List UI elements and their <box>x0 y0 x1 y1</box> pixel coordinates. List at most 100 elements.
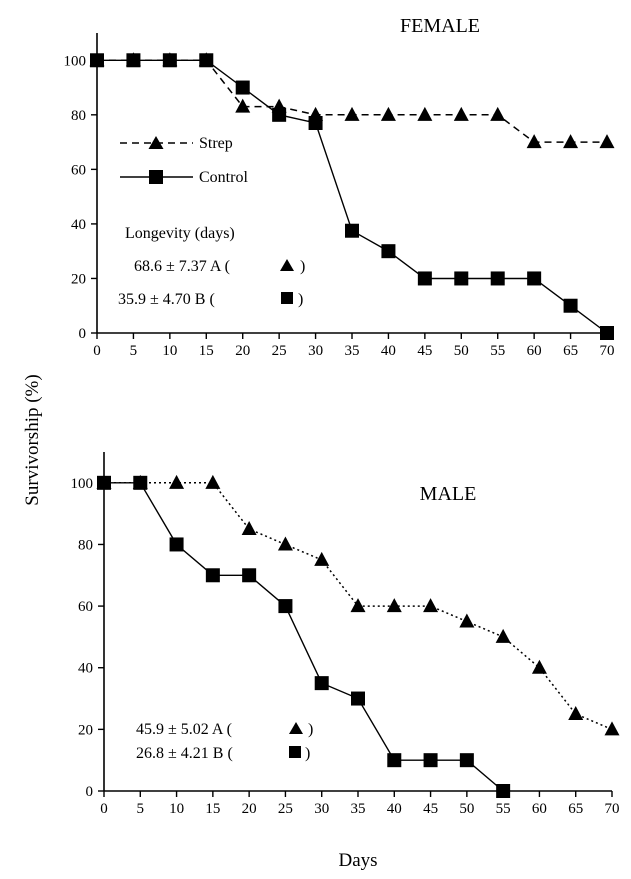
female-control-point <box>126 53 141 68</box>
female-x-tick-label: 70 <box>600 343 615 359</box>
female-x-tick-label: 55 <box>490 343 505 359</box>
male-longevity-note: 45.9 ± 5.02 A ( ) 26.8 ± 4.21 B ( ) <box>136 721 313 762</box>
male-control-point <box>459 753 474 768</box>
female-control-point <box>199 53 214 68</box>
male-strep-point <box>531 659 547 674</box>
male-control-longevity: 26.8 ± 4.21 B ( <box>136 745 233 762</box>
female-y-tick-label: 40 <box>71 217 86 233</box>
female-title: FEMALE <box>400 15 480 37</box>
male-x-tick-label: 0 <box>100 801 108 817</box>
female-strep-symbol <box>280 259 294 271</box>
female-control-point <box>162 53 177 68</box>
male-x-tick-label: 20 <box>242 801 257 817</box>
male-strep-point <box>277 536 293 551</box>
legend-strep-label: Strep <box>199 135 233 152</box>
male-y-tick-label: 60 <box>78 599 93 615</box>
male-y-tick-label: 20 <box>78 722 93 738</box>
female-control-longevity: 35.9 ± 4.70 B ( <box>118 291 215 308</box>
legend-control-label: Control <box>199 169 248 186</box>
male-strep-point <box>314 551 330 566</box>
male-strep-point <box>205 474 221 489</box>
female-x-tick-label: 30 <box>308 343 323 359</box>
female-x-tick-label: 10 <box>162 343 177 359</box>
male-x-tick-label: 10 <box>169 801 184 817</box>
female-control-point <box>272 107 287 122</box>
female-x-tick-label: 40 <box>381 343 396 359</box>
female-y-tick-label: 60 <box>71 162 86 178</box>
female-control-close: ) <box>298 291 303 308</box>
female-x-tick-label: 15 <box>199 343 214 359</box>
female-control-point <box>90 53 104 68</box>
male-strep-point <box>350 598 366 613</box>
female-control-point <box>381 244 396 259</box>
male-x-tick-label: 45 <box>423 801 438 817</box>
male-control-point <box>205 568 220 583</box>
male-control-point <box>351 691 365 706</box>
male-strep-point <box>169 474 185 489</box>
male-strep-point <box>241 521 257 536</box>
female-control-point <box>417 271 432 286</box>
female-longevity-note: Longevity (days) 68.6 ± 7.37 A ( ) 35.9 … <box>118 225 305 308</box>
female-strep-point <box>235 98 251 113</box>
female-x-tick-label: 60 <box>527 343 542 359</box>
female-control-symbol <box>281 292 293 304</box>
male-x-tick-label: 25 <box>278 801 293 817</box>
female-x-tick-label: 25 <box>272 343 287 359</box>
male-x-tick-label: 40 <box>387 801 402 817</box>
female-x-tick-label: 20 <box>235 343 250 359</box>
male-control-point <box>496 784 511 798</box>
male-control-point <box>97 475 111 490</box>
male-strep-point <box>495 628 511 643</box>
male-strep-point <box>423 598 439 613</box>
female-strep-point <box>526 134 542 149</box>
male-x-tick-label: 55 <box>496 801 511 817</box>
legend-strep-marker <box>148 136 164 149</box>
x-axis-label: Days <box>338 850 377 871</box>
female-control-point <box>563 298 578 313</box>
male-control-point <box>314 676 329 691</box>
female-control-point <box>345 223 359 238</box>
male-strep-symbol <box>289 722 303 734</box>
female-x-tick-label: 5 <box>130 343 138 359</box>
male-x-tick-label: 60 <box>532 801 547 817</box>
female-x-tick-label: 35 <box>345 343 360 359</box>
female-strep-longevity: 68.6 ± 7.37 A ( <box>134 258 230 275</box>
male-strep-point <box>459 613 475 628</box>
female-strep-point <box>417 106 433 121</box>
male-x-tick-label: 65 <box>568 801 583 817</box>
female-strep-point <box>344 106 360 121</box>
male-control-point <box>133 475 148 490</box>
y-axis-label: Survivorship (%) <box>22 374 43 505</box>
female-control-point <box>600 326 614 340</box>
female-y-tick-label: 0 <box>79 326 87 342</box>
female-strep-point <box>563 134 579 149</box>
female-strep-point <box>380 106 396 121</box>
male-control-point <box>387 753 402 768</box>
male-title: MALE <box>420 483 477 505</box>
female-legend: Strep Control <box>120 135 248 186</box>
male-strep-longevity: 45.9 ± 5.02 A ( <box>136 721 232 738</box>
longevity-heading: Longevity (days) <box>125 225 235 242</box>
female-control-point <box>527 271 542 286</box>
legend-control-marker <box>149 170 163 184</box>
male-x-tick-label: 30 <box>314 801 329 817</box>
male-control-point <box>169 537 184 552</box>
male-x-tick-label: 15 <box>205 801 220 817</box>
male-strep-point <box>386 598 402 613</box>
female-x-tick-label: 45 <box>417 343 432 359</box>
male-x-tick-label: 50 <box>459 801 474 817</box>
male-x-tick-label: 35 <box>351 801 366 817</box>
female-strep-point <box>453 106 469 121</box>
female-strep-point <box>490 106 506 121</box>
female-control-point <box>454 271 469 286</box>
female-y-tick-label: 100 <box>64 53 87 69</box>
male-y-tick-label: 0 <box>86 784 94 800</box>
male-strep-close: ) <box>308 721 313 738</box>
female-x-tick-label: 0 <box>93 343 101 359</box>
female-control-point <box>490 271 505 286</box>
male-control-close: ) <box>305 745 310 762</box>
male-y-tick-label: 40 <box>78 661 93 677</box>
female-x-tick-label: 50 <box>454 343 469 359</box>
female-strep-point <box>599 134 615 149</box>
